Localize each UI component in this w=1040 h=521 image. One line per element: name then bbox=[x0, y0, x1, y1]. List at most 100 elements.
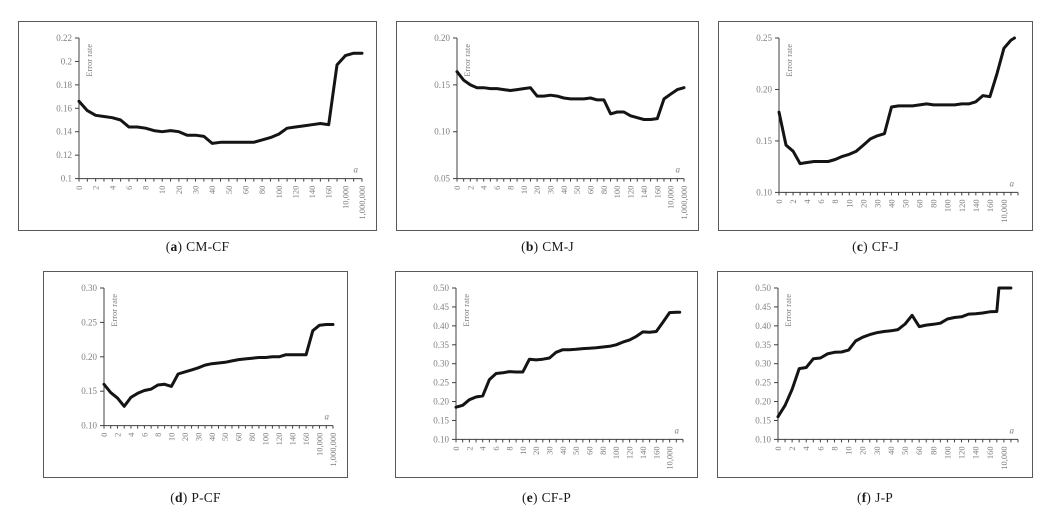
svg-text:30: 30 bbox=[545, 186, 555, 195]
svg-text:0.15: 0.15 bbox=[756, 136, 772, 146]
svg-text:120: 120 bbox=[274, 433, 284, 446]
caption-title: CM-CF bbox=[186, 239, 230, 254]
svg-text:6: 6 bbox=[491, 446, 501, 450]
caption-paren: ( bbox=[852, 239, 857, 254]
caption-paren: ( bbox=[165, 239, 171, 254]
caption-title: CF-J bbox=[871, 239, 899, 254]
svg-text:160: 160 bbox=[324, 186, 334, 199]
caption-paren: ) bbox=[182, 490, 188, 505]
svg-text:120: 120 bbox=[625, 446, 635, 459]
caption-letter: c bbox=[856, 239, 864, 254]
caption-letter: e bbox=[526, 490, 533, 505]
svg-text:0: 0 bbox=[74, 186, 84, 190]
svg-text:a: a bbox=[354, 165, 359, 175]
svg-text:4: 4 bbox=[107, 185, 117, 190]
caption-letter: d bbox=[174, 490, 183, 505]
caption-e: (e) CF-P bbox=[395, 490, 698, 506]
svg-text:4: 4 bbox=[479, 185, 489, 190]
svg-text:4: 4 bbox=[126, 432, 136, 437]
svg-text:100: 100 bbox=[612, 186, 622, 199]
caption-c: (c) CF-J bbox=[718, 239, 1033, 255]
svg-text:0.25: 0.25 bbox=[756, 33, 772, 43]
svg-text:0.22: 0.22 bbox=[56, 33, 72, 43]
svg-text:0.15: 0.15 bbox=[433, 415, 449, 425]
svg-text:10: 10 bbox=[844, 446, 854, 455]
svg-text:10,000: 10,000 bbox=[999, 199, 1009, 222]
svg-text:80: 80 bbox=[598, 446, 608, 455]
caption-paren: ) bbox=[177, 239, 183, 254]
svg-text:60: 60 bbox=[914, 446, 924, 455]
svg-text:0: 0 bbox=[451, 446, 461, 450]
svg-text:160: 160 bbox=[651, 446, 661, 459]
svg-text:120: 120 bbox=[957, 446, 967, 459]
svg-text:60: 60 bbox=[915, 199, 925, 208]
svg-text:0.16: 0.16 bbox=[56, 103, 72, 113]
svg-text:a: a bbox=[1010, 178, 1015, 188]
svg-text:100: 100 bbox=[943, 199, 953, 212]
caption-paren: ( bbox=[170, 490, 175, 505]
caption-paren: ( bbox=[857, 490, 862, 505]
svg-text:40: 40 bbox=[886, 446, 896, 455]
svg-text:140: 140 bbox=[288, 433, 298, 446]
chart-panel-cm-j: 0.20 0.15 0.10 0.05 0 2 4 6 8 10 20 30 40 50 60 80 100 12… bbox=[396, 21, 699, 231]
svg-text:Error rate: Error rate bbox=[784, 44, 794, 77]
svg-text:8: 8 bbox=[505, 186, 515, 190]
svg-text:6: 6 bbox=[124, 186, 134, 190]
svg-text:2: 2 bbox=[787, 446, 797, 450]
svg-text:160: 160 bbox=[652, 186, 662, 199]
svg-text:6: 6 bbox=[816, 199, 826, 203]
caption-letter: b bbox=[525, 239, 534, 254]
svg-text:0: 0 bbox=[774, 199, 784, 203]
svg-text:30: 30 bbox=[544, 446, 554, 455]
svg-text:4: 4 bbox=[801, 446, 811, 451]
svg-text:0.50: 0.50 bbox=[433, 283, 449, 293]
caption-paren: ) bbox=[863, 239, 868, 254]
svg-text:100: 100 bbox=[274, 186, 284, 199]
svg-text:0.10: 0.10 bbox=[755, 434, 771, 444]
svg-text:10,000: 10,000 bbox=[999, 446, 1009, 469]
line-chart-cf-p: 0.500.450.400.350.300.250.200.150.100 2 4 6… bbox=[433, 283, 684, 470]
svg-text:10: 10 bbox=[157, 186, 167, 195]
svg-text:160: 160 bbox=[301, 433, 311, 446]
svg-text:50: 50 bbox=[571, 446, 581, 455]
chart-panel-cm-cf: 0.22 0.2 0.18 0.16 0.14 0.12 0.1 0 2 4 6 8 10 20 30 40 5… bbox=[18, 21, 377, 231]
svg-text:50: 50 bbox=[572, 186, 582, 195]
svg-text:160: 160 bbox=[985, 199, 995, 212]
svg-text:0.25: 0.25 bbox=[81, 317, 97, 327]
svg-text:2: 2 bbox=[465, 186, 475, 190]
svg-text:6: 6 bbox=[815, 446, 825, 450]
svg-text:60: 60 bbox=[585, 446, 595, 455]
svg-text:8: 8 bbox=[830, 199, 840, 203]
svg-text:10,000: 10,000 bbox=[340, 186, 350, 209]
svg-text:30: 30 bbox=[872, 199, 882, 208]
svg-text:0.45: 0.45 bbox=[755, 302, 771, 312]
chart-panel-cf-p: 0.50 0.45 0.40 0.35 0.30 0.25 0.20 0.15 0.10 0 2 4 6… bbox=[395, 271, 698, 478]
svg-text:0.10: 0.10 bbox=[81, 421, 97, 431]
svg-text:4: 4 bbox=[478, 446, 488, 451]
svg-text:0.40: 0.40 bbox=[433, 321, 449, 331]
line-chart-cf-j: 0.25 0.20 0.15 0.100 2 4 6 8 10 20 30 40 50 60 80 100 12… bbox=[756, 33, 1019, 223]
line-chart-p-cf: 0.30 0.25 0.20 0.15 0.100 2 4 6 8 10 20 30 40 50 60 80 1… bbox=[81, 283, 338, 467]
svg-text:80: 80 bbox=[599, 186, 609, 195]
svg-text:140: 140 bbox=[971, 199, 981, 212]
svg-text:2: 2 bbox=[464, 446, 474, 450]
svg-text:4: 4 bbox=[802, 199, 812, 204]
svg-text:40: 40 bbox=[886, 199, 896, 208]
caption-paren: ) bbox=[532, 490, 538, 505]
svg-text:80: 80 bbox=[929, 199, 939, 208]
svg-text:0.12: 0.12 bbox=[56, 150, 72, 160]
caption-d: (d) P-CF bbox=[43, 490, 348, 506]
caption-paren: ( bbox=[521, 239, 526, 254]
svg-text:2: 2 bbox=[91, 186, 101, 190]
svg-text:10: 10 bbox=[519, 186, 529, 195]
svg-text:40: 40 bbox=[558, 446, 568, 455]
svg-text:1,000,000: 1,000,000 bbox=[328, 433, 338, 467]
svg-text:60: 60 bbox=[234, 433, 244, 442]
svg-text:0: 0 bbox=[773, 446, 783, 450]
svg-text:20: 20 bbox=[858, 199, 868, 208]
svg-text:8: 8 bbox=[504, 446, 514, 450]
caption-letter: a bbox=[170, 239, 178, 254]
svg-text:140: 140 bbox=[639, 186, 649, 199]
svg-text:0.10: 0.10 bbox=[434, 127, 450, 137]
svg-text:0.25: 0.25 bbox=[433, 378, 449, 388]
